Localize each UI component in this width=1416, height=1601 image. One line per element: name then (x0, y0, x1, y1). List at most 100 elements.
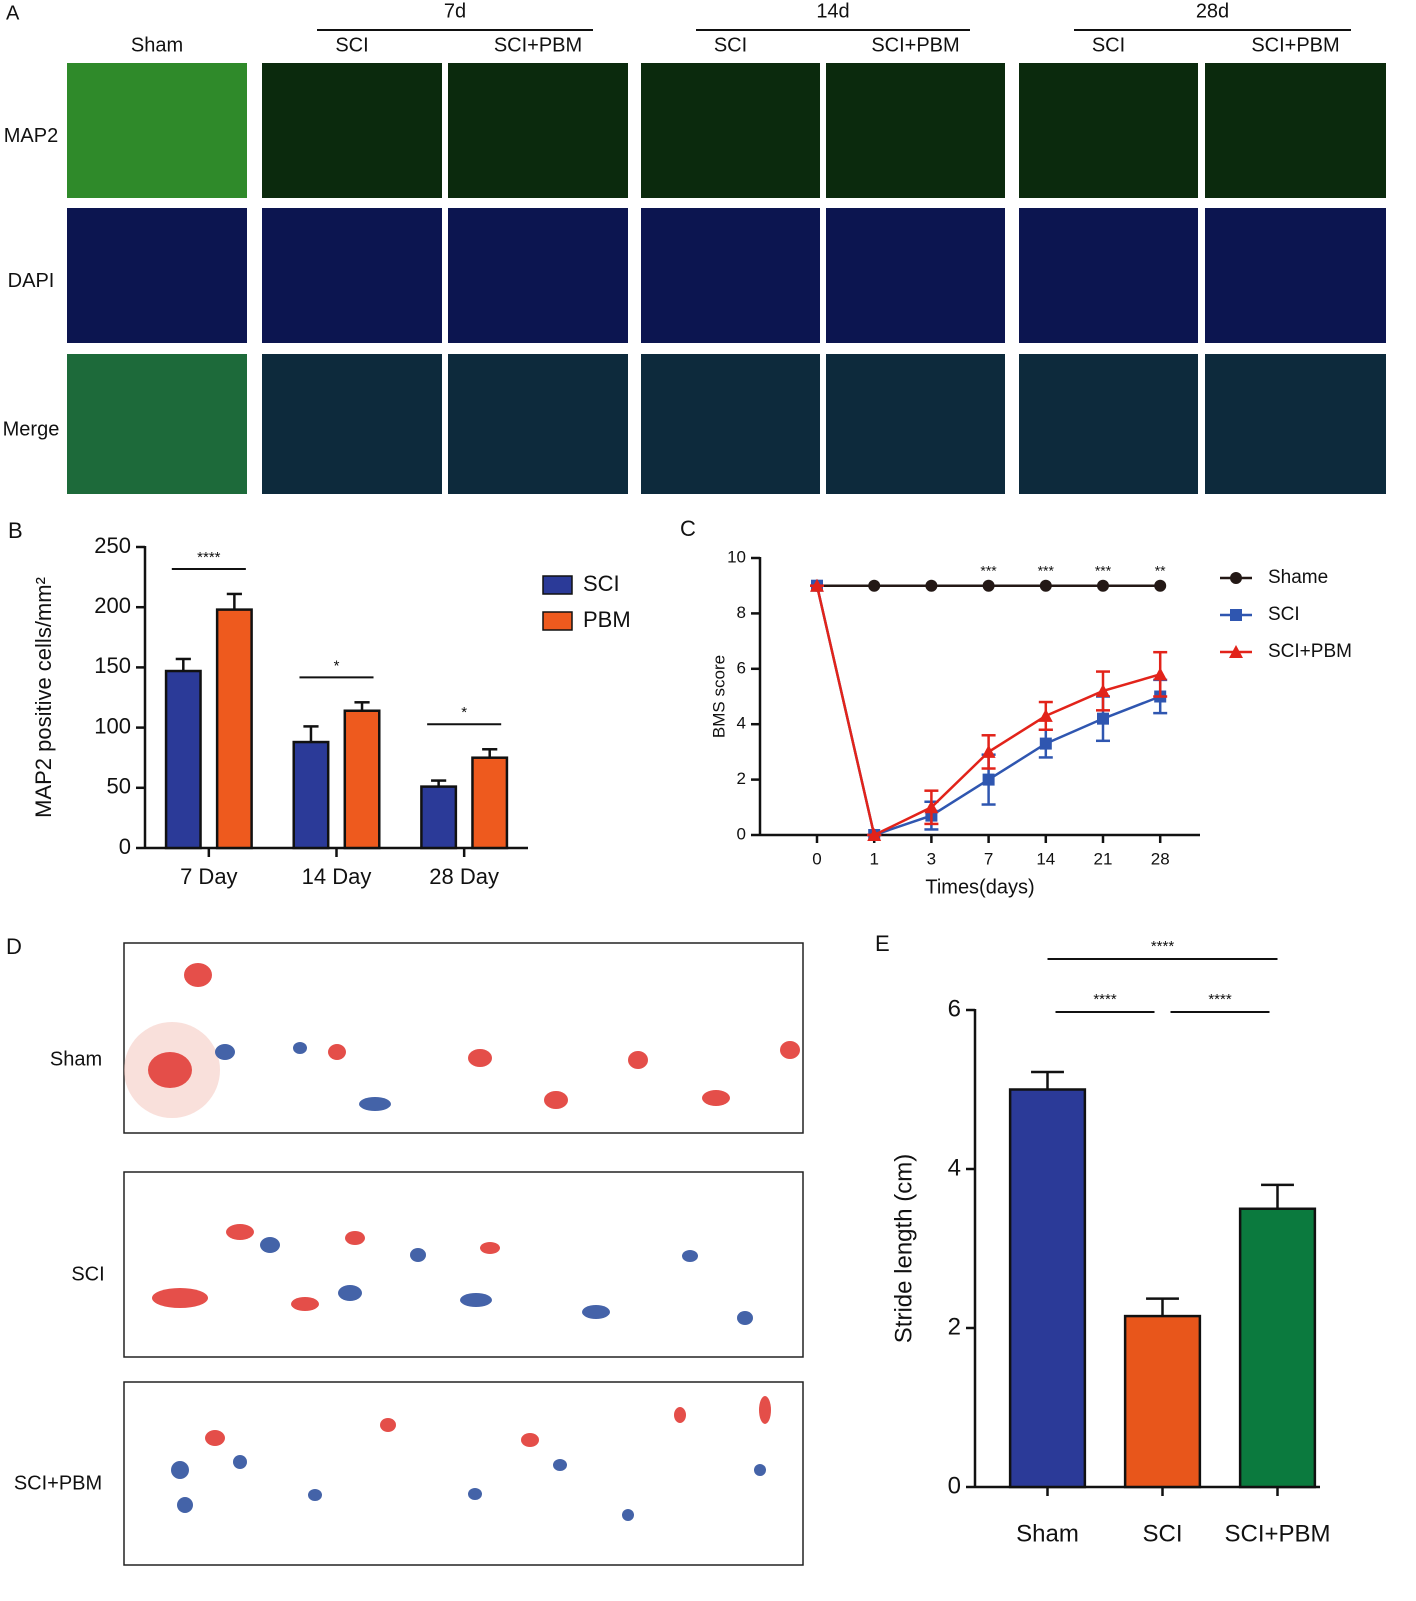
column-label: SCI+PBM (871, 34, 959, 56)
x-tick-label: Sham (1016, 1520, 1079, 1547)
x-tick-label: 14 Day (302, 864, 372, 889)
micrograph (1205, 354, 1386, 494)
marker (924, 800, 939, 814)
panel-label: D (6, 934, 22, 959)
y-tick-label: 0 (948, 1472, 961, 1499)
micrograph (67, 63, 247, 198)
legend-label: SCI (1268, 604, 1300, 625)
marker (1096, 683, 1110, 697)
y-tick-label: 4 (948, 1154, 961, 1181)
micrograph (641, 208, 820, 343)
micrograph (448, 208, 628, 343)
marker (1039, 579, 1052, 592)
y-tick-label: 150 (94, 653, 131, 678)
legend-marker (1229, 645, 1243, 658)
y-tick-label: 0 (119, 834, 131, 859)
column-label: SCI (335, 34, 368, 56)
marker (810, 578, 824, 592)
column-label: SCI+PBM (1251, 34, 1339, 56)
micrograph (67, 208, 247, 343)
y-tick-label: 4 (737, 714, 746, 733)
comparison-label: **** (1093, 991, 1117, 1008)
micrograph (262, 354, 442, 494)
legend-label: PBM (583, 607, 631, 632)
micrograph (1205, 208, 1386, 343)
y-tick-label: 100 (94, 713, 131, 738)
footprint-image (123, 942, 804, 1134)
comparison-label: **** (1208, 991, 1232, 1008)
marker (1097, 579, 1109, 592)
footprints (124, 963, 800, 1521)
marker (982, 773, 995, 786)
x-axis-title: Times(days) (925, 876, 1034, 898)
row-label: DAPI (8, 270, 55, 292)
marker (1039, 737, 1052, 750)
marker (982, 579, 995, 592)
timepoint-label: 7d (444, 0, 466, 22)
micrograph (826, 208, 1005, 343)
column-label: Sham (131, 34, 183, 56)
marker (925, 579, 938, 592)
y-tick-label: 8 (737, 603, 746, 622)
marker (1097, 712, 1109, 725)
micrograph (641, 354, 820, 494)
y-tick-label: 10 (727, 547, 746, 566)
comparison-label: **** (1151, 938, 1175, 955)
row-label: Sham (50, 1048, 102, 1070)
bar (420, 785, 458, 850)
y-tick-label: 250 (94, 533, 131, 558)
legend-marker (1230, 572, 1242, 584)
micrograph (448, 63, 628, 198)
micrograph (826, 63, 1005, 198)
row-label: SCI+PBM (14, 1472, 102, 1494)
bar (343, 709, 381, 850)
micrograph (1019, 208, 1198, 343)
significance-label: *** (980, 562, 997, 578)
x-tick-label: 28 Day (429, 864, 499, 889)
micrograph (262, 63, 442, 198)
panel-label: B (8, 518, 23, 543)
timepoint-label: 14d (816, 0, 849, 22)
column-label: SCI+PBM (494, 34, 582, 56)
micrograph (1205, 63, 1386, 198)
y-tick-label: 200 (94, 593, 131, 618)
significance-label: * (334, 657, 340, 674)
y-tick-label: 0 (737, 824, 746, 843)
row-label: Merge (3, 418, 60, 440)
marker (1154, 579, 1167, 592)
bar (471, 756, 509, 850)
marker (867, 828, 882, 841)
x-tick-label: 0 (812, 849, 821, 868)
marker (1153, 667, 1168, 681)
bar (292, 740, 330, 850)
micrograph (641, 63, 820, 198)
bar (215, 608, 253, 850)
marker (981, 744, 996, 758)
legend-swatch (542, 611, 573, 631)
y-axis-title: BMS score (709, 655, 728, 738)
micrograph (448, 354, 628, 494)
significance-label: **** (197, 549, 221, 566)
micrograph (1019, 354, 1198, 494)
x-tick-label: 3 (927, 849, 936, 868)
x-tick-label: SCI+PBM (1224, 1520, 1330, 1547)
y-axis-title: MAP2 positive cells/mm² (31, 577, 56, 818)
x-tick-label: 1 (869, 849, 878, 868)
marker (868, 579, 881, 592)
y-tick-label: 6 (948, 995, 961, 1022)
timepoint-label: 28d (1196, 0, 1229, 22)
footprint-image (123, 1381, 804, 1566)
micrograph (67, 354, 247, 494)
legend-label: SCI (583, 571, 620, 596)
micrograph (826, 354, 1005, 494)
column-label: SCI (714, 34, 747, 56)
legend-label: SCI+PBM (1268, 641, 1352, 662)
significance-label: *** (1095, 562, 1112, 578)
significance-label: *** (1038, 562, 1055, 578)
bar (1238, 1207, 1317, 1489)
row-label: MAP2 (4, 125, 58, 147)
legend-label: Shame (1268, 567, 1328, 588)
bar (1008, 1088, 1087, 1489)
